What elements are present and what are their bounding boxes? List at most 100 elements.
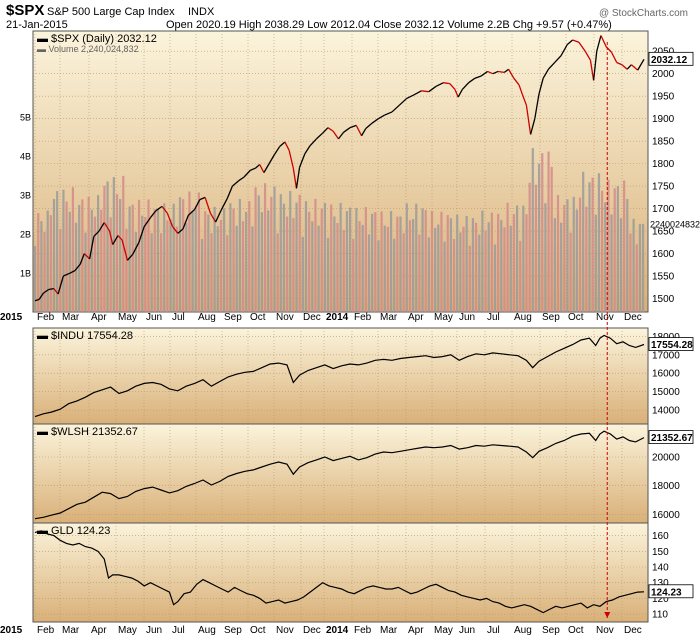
panel-title: ▬ GLD 124.23 <box>37 525 110 537</box>
price-line-segment <box>182 215 189 230</box>
volume-bar <box>585 206 588 312</box>
volume-bar <box>471 218 475 312</box>
price-line-segment <box>48 287 55 291</box>
volume-bar <box>241 221 245 312</box>
price-line-segment <box>143 217 152 227</box>
price-line-segment <box>457 89 463 98</box>
price-line-segment <box>138 226 145 243</box>
volume-bar <box>613 188 616 312</box>
y-tick-label: 15000 <box>652 387 680 398</box>
price-line-segment <box>435 82 444 87</box>
volume-bar <box>52 198 56 312</box>
volume-bar <box>597 173 601 312</box>
volume-bar <box>629 233 632 312</box>
volume-bar <box>405 203 408 312</box>
x-tick-label: Jun <box>146 625 162 636</box>
volume-bar <box>446 215 449 312</box>
last-value-box <box>648 337 694 351</box>
x-tick-label: Apr <box>408 312 424 323</box>
x-tick-label: Jul <box>487 312 500 323</box>
price-line-segment <box>355 125 363 137</box>
x-tick-label: Oct <box>568 625 584 636</box>
price-line-segment <box>57 275 64 295</box>
volume-bar <box>270 196 273 312</box>
volume-bar <box>100 209 103 312</box>
y-tick-label: 1700 <box>652 204 675 215</box>
x-tick-label: 2015 <box>0 625 23 636</box>
volume-bar <box>440 211 443 312</box>
volume-bar <box>515 205 519 312</box>
last-value-label: 21352.67 <box>651 433 693 444</box>
volume-bar <box>210 233 213 312</box>
volume-bar <box>506 202 509 312</box>
volume-bar <box>503 227 506 312</box>
price-line-segment <box>332 130 339 140</box>
volume-bar <box>235 225 238 312</box>
price-line-segment <box>461 82 470 90</box>
price-line-segment <box>630 64 639 71</box>
panel-2: 16000 18000 20000 ▬ $WLSH 21352.67 21352.67 <box>32 423 694 524</box>
price-line-segment <box>126 254 134 261</box>
x-tick-label: May <box>434 625 453 636</box>
price-line-segment <box>292 168 298 189</box>
volume-bar <box>134 232 137 312</box>
volume-bar <box>377 240 380 312</box>
x-tick-label: Jun <box>459 625 475 636</box>
last-value-label: 2032.12 <box>651 55 688 66</box>
price-line <box>34 334 645 418</box>
volume-bar <box>430 210 434 312</box>
price-line-segment <box>263 163 270 173</box>
price-line-segment <box>243 169 251 178</box>
volume-bar <box>216 226 219 312</box>
price-line-segment <box>79 253 85 265</box>
x-tick-label: 2014 <box>326 312 349 323</box>
y-tick-label: 1900 <box>652 114 675 125</box>
volume-bar <box>150 233 153 312</box>
x-tick-label: Dec <box>624 312 642 323</box>
x-tick-label: 2015 <box>0 312 23 323</box>
volume-bar <box>547 151 550 312</box>
volume-bar <box>566 199 569 312</box>
x-tick-label: Oct <box>250 312 266 323</box>
last-value-label: 124.23 <box>651 587 682 598</box>
price-line-segment <box>238 176 245 182</box>
volume-bar <box>560 222 563 312</box>
y-tick-label: 1550 <box>652 272 675 283</box>
volume-bar <box>34 246 37 312</box>
volume-bar <box>248 201 251 312</box>
price-line-segment <box>279 141 286 148</box>
volume-bar <box>493 244 497 312</box>
volume-bar <box>610 214 613 312</box>
price-line-segment <box>108 230 114 245</box>
y-tick-label: 18000 <box>652 481 680 492</box>
price-line-segment <box>534 93 540 119</box>
volume-bar <box>475 222 478 312</box>
volume-bar <box>43 231 46 312</box>
volume-tick-label: 1B <box>20 268 31 278</box>
volume-bar <box>191 211 194 312</box>
price-line-segment <box>487 70 494 75</box>
y-tick-label: 20000 <box>652 453 680 464</box>
volume-bar <box>178 197 182 312</box>
volume-bar <box>443 241 446 312</box>
volume-bar <box>415 203 418 312</box>
volume-bar <box>314 198 317 312</box>
volume-bar <box>367 234 371 312</box>
volume-bar <box>251 226 254 312</box>
volume-bar <box>273 186 276 312</box>
volume-bar <box>326 237 330 312</box>
price-line-segment <box>309 138 317 147</box>
y-tick-label: 1650 <box>652 227 675 238</box>
volume-bar <box>396 216 399 312</box>
volume-bar <box>591 177 594 312</box>
x-tick-label: Feb <box>354 312 372 323</box>
price-line-segment <box>584 50 592 61</box>
volume-bar <box>484 230 487 312</box>
price-line-segment <box>637 58 645 71</box>
price-line-segment <box>53 288 59 295</box>
price-line-segment <box>572 39 580 43</box>
price-line-segment <box>98 222 105 232</box>
price-line-segment <box>83 253 91 260</box>
index-name: S&P 500 Large Cap Index <box>47 6 175 18</box>
